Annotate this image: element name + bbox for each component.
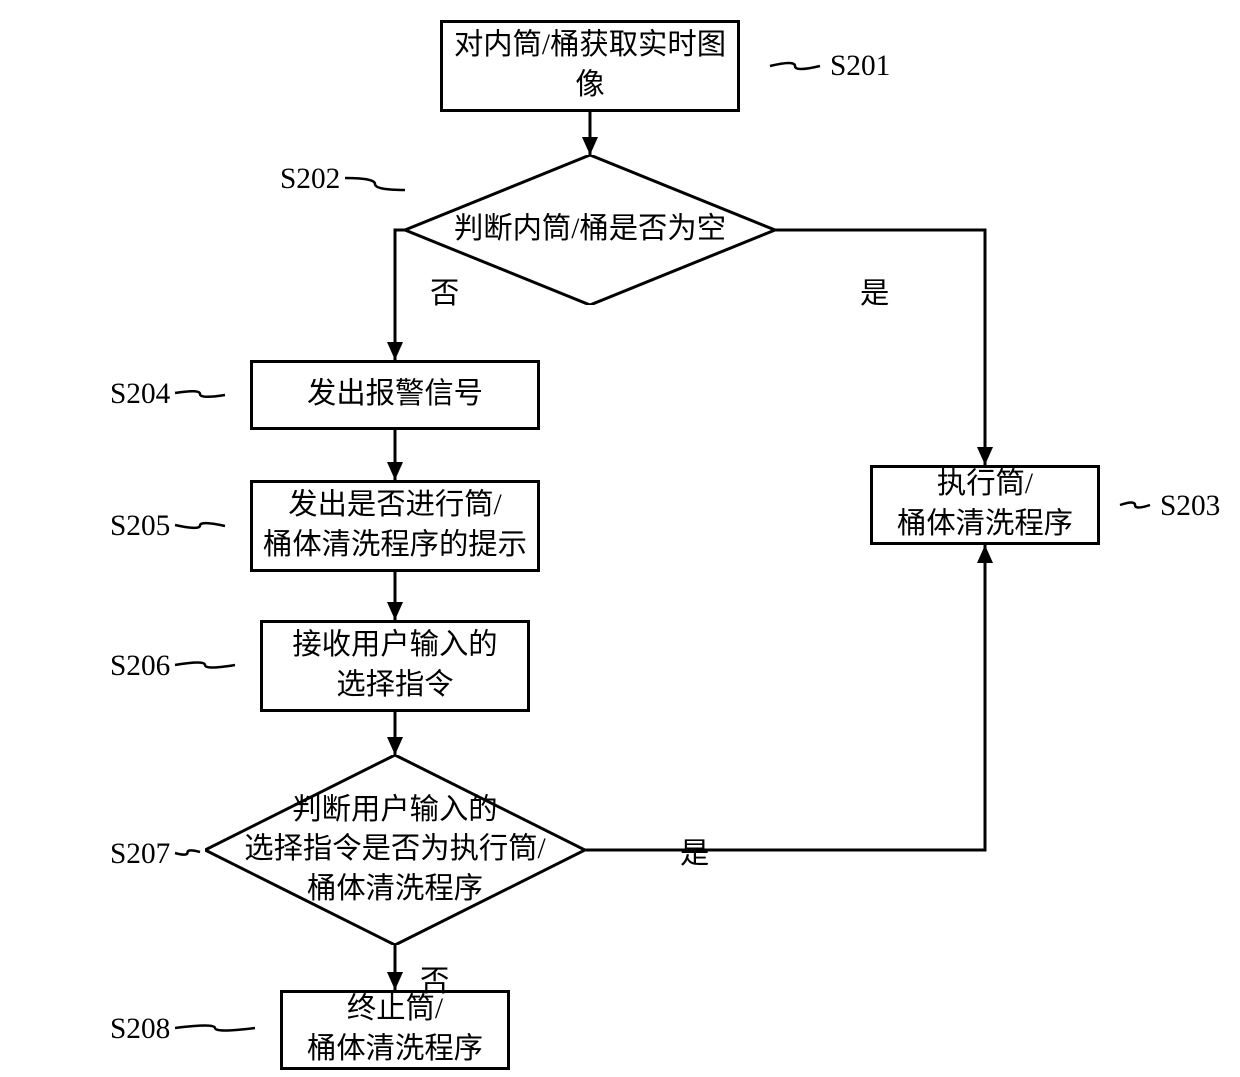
step-label-s207: S207 <box>110 838 170 871</box>
step-label-s205: S205 <box>110 510 170 543</box>
flow-node-n203: 执行筒/桶体清洗程序 <box>870 465 1100 545</box>
edge-label-yes1: 是 <box>860 270 889 312</box>
flow-node-n205: 发出是否进行筒/桶体清洗程序的提示 <box>250 480 540 572</box>
flow-node-n206: 接收用户输入的选择指令 <box>260 620 530 712</box>
edge-label-no1: 否 <box>430 270 459 312</box>
step-label-s204: S204 <box>110 378 170 411</box>
edge-label-no2: 否 <box>420 958 449 1000</box>
step-label-s203: S203 <box>1160 490 1220 523</box>
edge-label-yes2: 是 <box>680 830 709 872</box>
step-label-s206: S206 <box>110 650 170 683</box>
flowchart-canvas: 对内筒/桶获取实时图像 判断内筒/桶是否为空 发出报警信号发出是否进行筒/桶体清… <box>0 0 1240 1077</box>
flow-node-n201: 对内筒/桶获取实时图像 <box>440 20 740 112</box>
step-label-s201: S201 <box>830 50 890 83</box>
flow-node-n208: 终止筒/桶体清洗程序 <box>280 990 510 1070</box>
flow-node-n207: 判断用户输入的选择指令是否为执行筒/桶体清洗程序 <box>205 755 585 945</box>
step-label-s208: S208 <box>110 1013 170 1046</box>
flow-node-n202: 判断内筒/桶是否为空 <box>405 155 775 305</box>
step-label-s202: S202 <box>280 163 340 196</box>
flow-node-n204: 发出报警信号 <box>250 360 540 430</box>
